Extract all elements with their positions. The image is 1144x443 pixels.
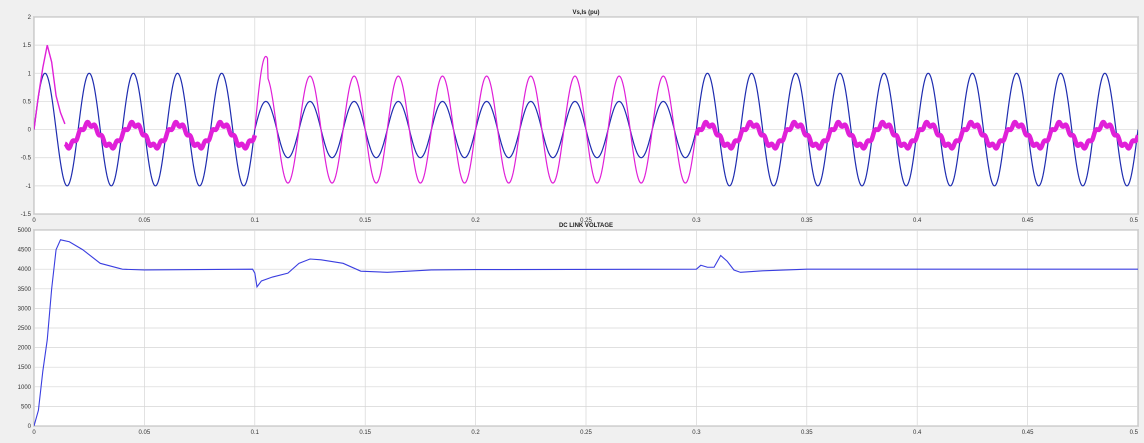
series-line-1-segment [34,72,256,187]
x-tick-label: 0.3 [692,218,701,224]
x-tick-label: 0.25 [580,430,592,436]
y-tick-label: 500 [21,404,32,410]
y-tick-label: 2 [28,15,32,21]
x-tick-label: 0.4 [913,218,922,224]
x-tick-label: 0.3 [692,430,701,436]
x-tick-label: 0.15 [359,218,371,224]
x-tick-label: 0.45 [1022,430,1034,436]
y-tick-label: 3000 [18,306,32,312]
x-tick-label: 0.35 [801,430,813,436]
x-tick-label: 0.15 [359,430,371,436]
x-tick-label: 0.25 [580,218,592,224]
series-line-2-transient [34,44,66,130]
x-tick-label: 0.2 [471,218,480,224]
y-tick-label: 3500 [18,287,32,293]
y-tick-label: 4000 [18,267,32,273]
y-tick-label: 0 [28,128,32,134]
x-tick-label: 0.05 [139,430,151,436]
series-line-2-segment [63,119,257,151]
y-tick-label: -1.5 [21,212,32,218]
x-tick-label: 0 [32,430,36,436]
y-tick-label: -1 [26,184,32,190]
x-tick-label: 0.1 [251,430,260,436]
y-tick-label: 4500 [18,248,32,254]
traces [34,239,1138,426]
series-line-2-segment [254,55,697,184]
y-tick-label: 2500 [18,326,32,332]
x-tick-label: 0.05 [139,218,151,224]
plot-title: Vs,Is (pu) [572,10,599,16]
y-tick-label: 2000 [18,346,32,352]
y-tick-label: -0.5 [21,156,32,162]
voltage-current-plot: Vs,Is (pu) 0 0.05 0.1 0.15 0.2 0.25 0.3 0.35 0.4 0… [21,10,1139,224]
dc-link-voltage-plot: DC LINK VOLTAGE 0 0.05 0.1 0.15 0.2 0.25 0.3 0.3… [18,223,1139,436]
x-tick-label: 0.4 [913,430,922,436]
y-tick-label: 1500 [18,365,32,371]
y-tick-label: 5000 [18,228,32,234]
x-tick-label: 0.5 [1130,430,1139,436]
y-tick-label: 1 [28,71,32,77]
y-tick-label: 1000 [18,385,32,391]
x-tick-label: 0.5 [1130,218,1139,224]
y-tick-label: 1.5 [23,43,32,49]
y-tick-label: 0.5 [23,99,32,105]
plot-title: DC LINK VOLTAGE [559,223,613,229]
series-line-1 [34,239,1138,426]
x-tick-label: 0 [32,218,36,224]
x-tick-label: 0.35 [801,218,813,224]
x-tick-label: 0.45 [1022,218,1034,224]
x-tick-label: 0.2 [471,430,480,436]
x-tick-label: 0.1 [251,218,260,224]
traces [34,44,1138,187]
series-line-2-segment [694,119,1138,151]
y-tick-label: 0 [28,424,32,430]
